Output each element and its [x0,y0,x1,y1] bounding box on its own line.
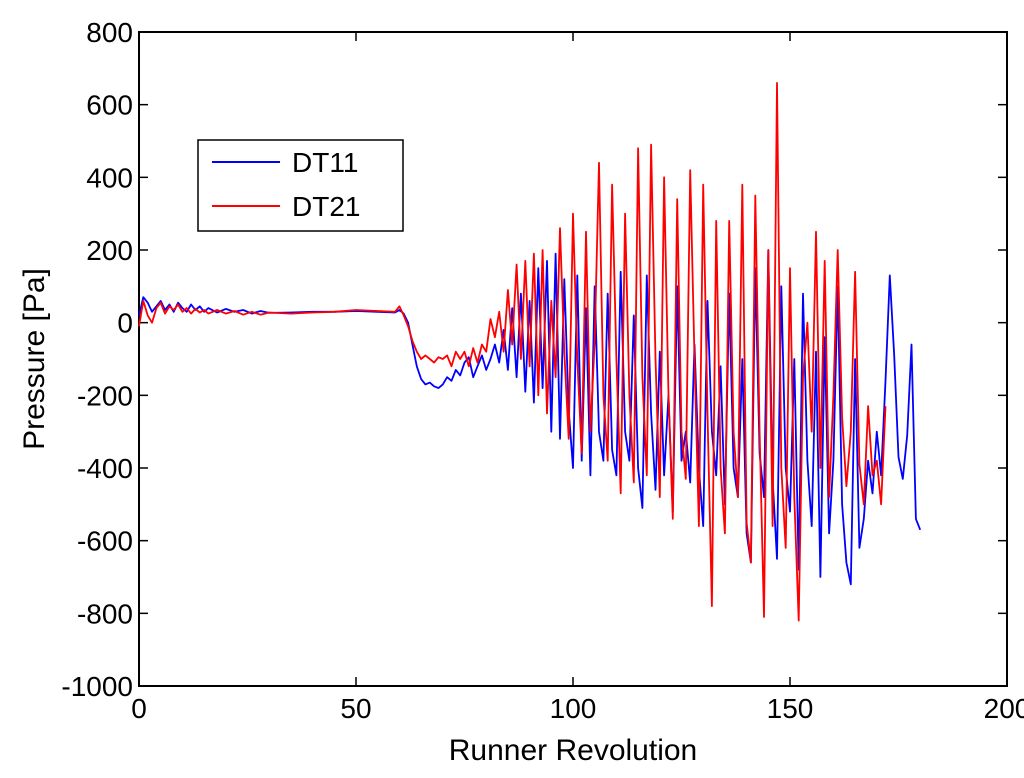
y-tick-label: -800 [77,598,133,629]
x-tick-label: 100 [550,693,597,724]
series-lines [138,82,922,622]
legend: DT11 DT21 [197,139,404,232]
legend-box [197,139,404,232]
x-tick-label: 50 [340,693,371,724]
legend-label-dt21: DT21 [292,191,360,222]
x-axis-title: Runner Revolution [449,734,697,767]
axis-ticks: 0 50 100 150 200 -1000 -800 -600 -400 -200 0 200 400… [61,17,1024,724]
series-line-dt21 [138,82,887,622]
y-tick-label: 400 [86,162,133,193]
legend-label-dt11: DT11 [292,147,358,178]
x-tick-label: 0 [131,693,147,724]
y-tick-label: -400 [77,453,133,484]
x-tick-label: 150 [767,693,814,724]
y-tick-label: -600 [77,526,133,557]
y-tick-label: 800 [86,17,133,48]
y-tick-label: 600 [86,90,133,121]
y-tick-label: 0 [117,308,133,339]
y-tick-label: -1000 [61,671,133,702]
y-axis-title: Pressure [Pa] [18,268,51,450]
y-tick-label: 200 [86,235,133,266]
x-tick-label: 200 [984,693,1024,724]
y-tick-label: -200 [77,380,133,411]
